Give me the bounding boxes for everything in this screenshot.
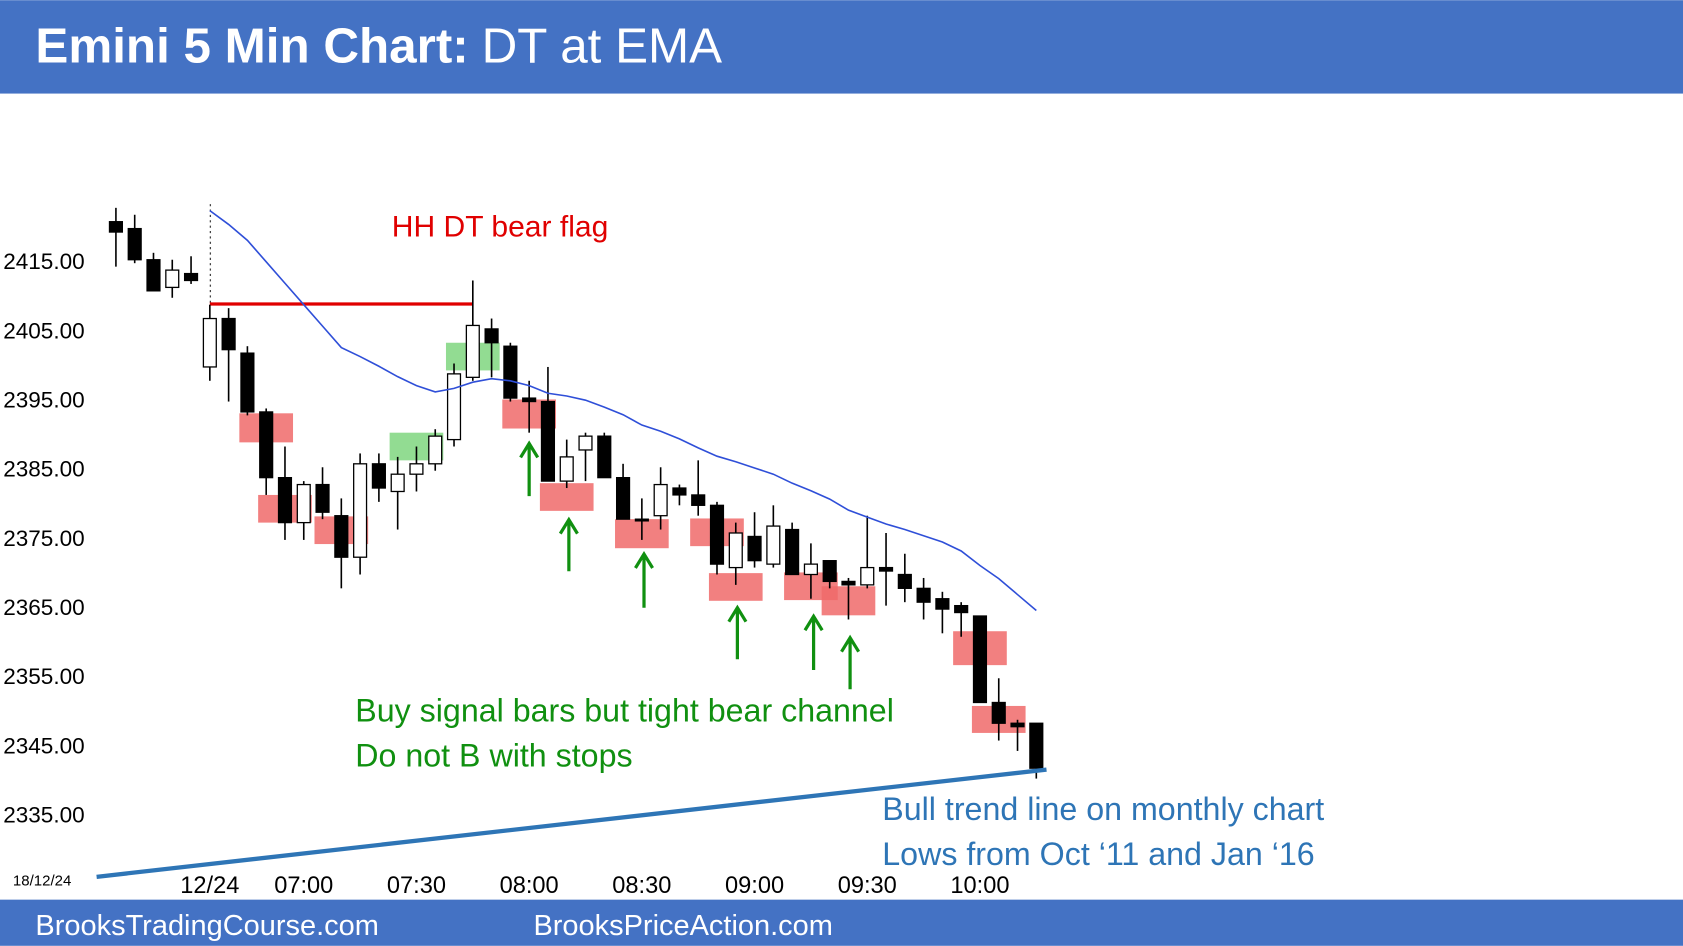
candle-body <box>1010 722 1025 728</box>
candle-body <box>183 272 199 282</box>
candle-body <box>897 573 912 589</box>
candle-body <box>315 483 330 513</box>
candle-body <box>296 483 311 524</box>
candle-body <box>446 373 462 441</box>
y-tick-label: 2385.00 <box>3 457 84 482</box>
candle-body <box>503 345 518 399</box>
header-band <box>0 0 1683 94</box>
y-tick-label: 2405.00 <box>3 318 84 343</box>
annotation: Bull trend line on monthly chart <box>882 791 1324 827</box>
header-title: Emini 5 Min Chart: DT at EMA <box>35 19 722 74</box>
ema-line <box>209 209 1037 612</box>
arrows <box>519 440 861 690</box>
candle-body <box>728 532 743 569</box>
candle-body <box>240 352 255 413</box>
candle-body <box>972 615 988 704</box>
y-tick-label: 2415.00 <box>3 249 84 274</box>
candle-body <box>766 525 781 565</box>
candle-body <box>672 487 687 496</box>
footer-text: BrooksTradingCourse.com <box>35 910 378 942</box>
x-tick-label: 08:00 <box>500 873 559 899</box>
date-label: 18/12/24 <box>13 872 71 889</box>
footer-text: BrooksPriceAction.com <box>533 910 832 942</box>
candle-body <box>578 435 593 451</box>
candle-body <box>540 400 556 482</box>
arrow <box>840 634 861 690</box>
candle-body <box>822 560 837 583</box>
candle-body <box>954 604 969 614</box>
y-tick-label: 2365.00 <box>3 595 84 620</box>
y-tick-label: 2335.00 <box>3 803 84 828</box>
footer-band <box>0 899 1683 946</box>
candle-body <box>221 317 236 351</box>
annotation: HH DT bear flag <box>392 211 609 244</box>
arrow <box>634 550 654 608</box>
candle-body <box>277 477 293 524</box>
candle-body <box>559 456 574 482</box>
plot: 2415.00 2405.00 2395.00 2385.00 2375.00 2365.… <box>3 207 1106 899</box>
annotation: Do not B with stops <box>355 737 632 773</box>
candle-body <box>709 504 725 565</box>
candle-body <box>108 221 124 233</box>
arrow <box>803 613 824 670</box>
candle-body <box>747 535 762 562</box>
x-tick-label: 12/24 <box>180 873 239 899</box>
trend-line <box>96 767 1047 879</box>
candle-body <box>803 563 818 576</box>
candle-body <box>653 483 668 517</box>
arrow <box>519 440 540 497</box>
candle-body <box>146 259 161 292</box>
candle-body <box>334 515 349 558</box>
arrow <box>558 516 579 572</box>
candle-body <box>259 411 274 479</box>
candle-body <box>860 566 875 586</box>
x-tick-label: 07:30 <box>387 873 446 899</box>
candle-body <box>371 463 386 489</box>
candle-body <box>428 435 443 465</box>
candle-body <box>597 435 612 479</box>
y-tick-label: 2355.00 <box>3 664 84 689</box>
candle-body <box>465 324 480 378</box>
candle-body <box>785 528 800 576</box>
y-tick-label: 2345.00 <box>3 733 84 758</box>
arrow <box>727 604 748 660</box>
x-tick-label: 09:30 <box>838 873 897 899</box>
candle-body <box>991 701 1006 724</box>
x-tick-label: 10 <box>1080 873 1106 899</box>
candle-body <box>615 477 631 520</box>
annotation: Lows from Oct ‘11 and Jan ‘16 <box>882 836 1314 872</box>
y-tick-label: 2395.00 <box>3 388 84 413</box>
chart-title: Emini 5 Min Chart: <box>35 19 468 74</box>
x-tick-label: 10:00 <box>950 873 1009 899</box>
y-tick-label: 2375.00 <box>3 526 84 551</box>
candle-body <box>916 587 931 603</box>
candle-body <box>484 328 499 344</box>
candle-body <box>409 463 424 475</box>
candle-body <box>127 227 142 261</box>
candle-body <box>634 518 649 522</box>
candle-body <box>390 473 405 493</box>
candle-body <box>522 397 537 403</box>
x-axis-labels: 12/24 07:00 07:30 08:00 08:30 09:00 09:30 10:00… <box>180 873 1106 899</box>
candle-body <box>878 566 894 572</box>
x-tick-label: 08:30 <box>612 873 671 899</box>
candle-body <box>1029 722 1044 769</box>
candle-body <box>165 269 180 289</box>
candle-body <box>841 580 856 586</box>
candle-body <box>691 494 706 506</box>
chart-subtitle: DT at EMA <box>482 19 723 74</box>
candle-body <box>202 317 217 368</box>
candle-body <box>935 598 950 610</box>
x-tick-label: 09:00 <box>725 873 784 899</box>
candle-body <box>353 463 368 558</box>
x-tick-label: 07:00 <box>274 873 333 899</box>
annotation: Buy signal bars but tight bear channel <box>355 692 894 728</box>
